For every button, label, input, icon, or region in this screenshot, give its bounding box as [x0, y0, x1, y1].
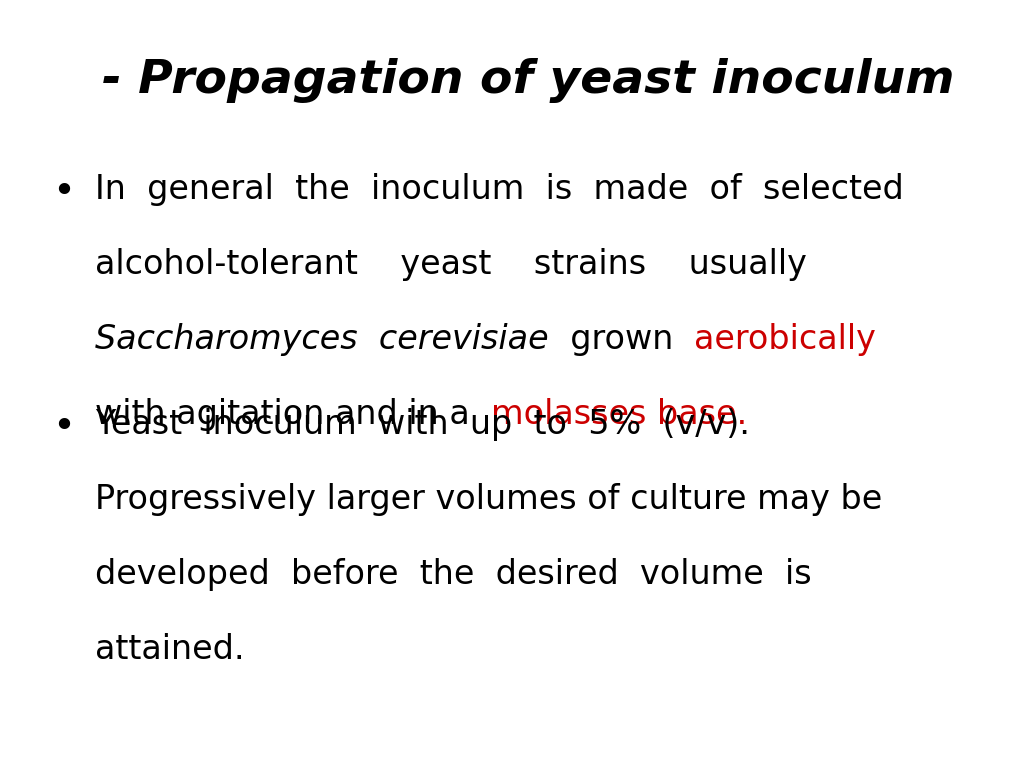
Text: Yeast  inoculum  with  up  to  5%  (v/v).: Yeast inoculum with up to 5% (v/v).	[95, 408, 750, 441]
Text: with agitation and in a: with agitation and in a	[95, 398, 490, 431]
Text: aerobically: aerobically	[694, 323, 877, 356]
Text: developed  before  the  desired  volume  is: developed before the desired volume is	[95, 558, 812, 591]
Text: - Propagation of yeast inoculum: - Propagation of yeast inoculum	[70, 58, 954, 103]
Text: molasses base.: molasses base.	[490, 398, 748, 431]
Text: grown: grown	[549, 323, 694, 356]
Text: Progressively larger volumes of culture may be: Progressively larger volumes of culture …	[95, 483, 883, 516]
Text: Saccharomyces  cerevisiae: Saccharomyces cerevisiae	[95, 323, 549, 356]
Text: •: •	[52, 173, 75, 211]
Text: alcohol-tolerant    yeast    strains    usually: alcohol-tolerant yeast strains usually	[95, 248, 807, 281]
Text: •: •	[52, 408, 75, 446]
Text: attained.: attained.	[95, 633, 245, 666]
Text: In  general  the  inoculum  is  made  of  selected: In general the inoculum is made of selec…	[95, 173, 904, 206]
